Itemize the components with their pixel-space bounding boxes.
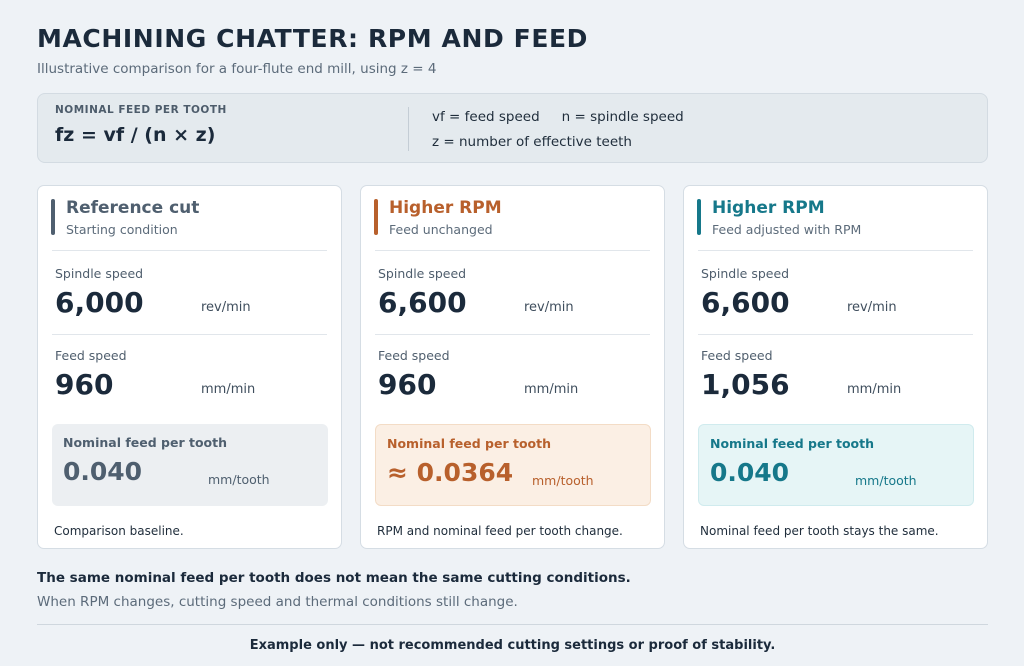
divider <box>52 334 327 335</box>
divider <box>375 334 650 335</box>
card-subtitle: Feed unchanged <box>389 222 493 237</box>
spindle-speed-unit: rev/min <box>201 300 251 315</box>
card-subtitle: Feed adjusted with RPM <box>712 222 862 237</box>
page-subtitle: Illustrative comparison for a four-flute… <box>37 61 437 77</box>
formula-expression: fz = vf / (n × z) <box>55 124 216 146</box>
card-title: Higher RPM <box>389 198 502 218</box>
card-subtitle: Starting condition <box>66 222 178 237</box>
card-note: RPM and nominal feed per tooth change. <box>377 524 623 538</box>
card-higher-rpm-feed-adjusted: Higher RPM Feed adjusted with RPM Spindl… <box>683 185 988 549</box>
feed-speed-value: 960 <box>55 368 114 401</box>
feed-per-tooth-unit: mm/tooth <box>208 472 270 487</box>
feed-per-tooth-box: Nominal feed per tooth 0.040 mm/tooth <box>52 424 328 506</box>
card-higher-rpm-feed-unchanged: Higher RPM Feed unchanged Spindle speed … <box>360 185 665 549</box>
legend-n: n = spindle speed <box>561 109 684 125</box>
accent-bar <box>374 199 378 235</box>
card-note: Comparison baseline. <box>54 524 184 538</box>
feed-speed-unit: mm/min <box>524 382 579 397</box>
footer-divider <box>37 624 988 625</box>
spindle-speed-label: Spindle speed <box>701 266 790 281</box>
feed-per-tooth-label: Nominal feed per tooth <box>63 435 227 450</box>
feed-speed-label: Feed speed <box>701 348 773 363</box>
feed-per-tooth-value: ≈ 0.0364 <box>387 458 514 487</box>
formula-heading: NOMINAL FEED PER TOOTH <box>55 104 227 116</box>
formula-divider <box>408 107 409 151</box>
accent-bar <box>51 199 55 235</box>
feed-per-tooth-unit: mm/tooth <box>855 473 917 488</box>
card-title: Higher RPM <box>712 198 825 218</box>
formula-legend-row-2: z = number of effective teeth <box>432 134 632 150</box>
divider <box>698 334 973 335</box>
feed-speed-unit: mm/min <box>847 382 902 397</box>
legend-vf: vf = feed speed <box>432 109 540 125</box>
spindle-speed-unit: rev/min <box>524 300 574 315</box>
spindle-speed-value: 6,600 <box>701 286 790 319</box>
feed-speed-value: 1,056 <box>701 368 790 401</box>
legend-z: z = number of effective teeth <box>432 134 632 150</box>
takeaway-text: The same nominal feed per tooth does not… <box>37 570 631 586</box>
card-reference-cut: Reference cut Starting condition Spindle… <box>37 185 342 549</box>
feed-per-tooth-box: Nominal feed per tooth ≈ 0.0364 mm/tooth <box>375 424 651 506</box>
feed-speed-unit: mm/min <box>201 382 256 397</box>
feed-speed-value: 960 <box>378 368 437 401</box>
feed-per-tooth-label: Nominal feed per tooth <box>387 436 551 451</box>
accent-bar <box>697 199 701 235</box>
feed-speed-label: Feed speed <box>378 348 450 363</box>
spindle-speed-label: Spindle speed <box>55 266 144 281</box>
feed-per-tooth-value: 0.040 <box>710 458 790 487</box>
divider <box>52 250 327 251</box>
disclaimer: Example only — not recommended cutting s… <box>249 638 776 653</box>
card-note: Nominal feed per tooth stays the same. <box>700 524 939 538</box>
card-title: Reference cut <box>66 198 200 218</box>
takeaway-detail: When RPM changes, cutting speed and ther… <box>37 594 518 610</box>
formula-legend-row-1: vf = feed speed n = spindle speed <box>432 109 684 125</box>
feed-per-tooth-value: 0.040 <box>63 457 143 486</box>
feed-per-tooth-box: Nominal feed per tooth 0.040 mm/tooth <box>698 424 974 506</box>
spindle-speed-unit: rev/min <box>847 300 897 315</box>
spindle-speed-value: 6,600 <box>378 286 467 319</box>
spindle-speed-value: 6,000 <box>55 286 144 319</box>
feed-speed-label: Feed speed <box>55 348 127 363</box>
feed-per-tooth-unit: mm/tooth <box>532 473 594 488</box>
formula-panel: NOMINAL FEED PER TOOTH fz = vf / (n × z)… <box>37 93 988 163</box>
page-title: MACHINING CHATTER: RPM AND FEED <box>37 24 589 53</box>
feed-per-tooth-label: Nominal feed per tooth <box>710 436 874 451</box>
divider <box>375 250 650 251</box>
spindle-speed-label: Spindle speed <box>378 266 467 281</box>
divider <box>698 250 973 251</box>
